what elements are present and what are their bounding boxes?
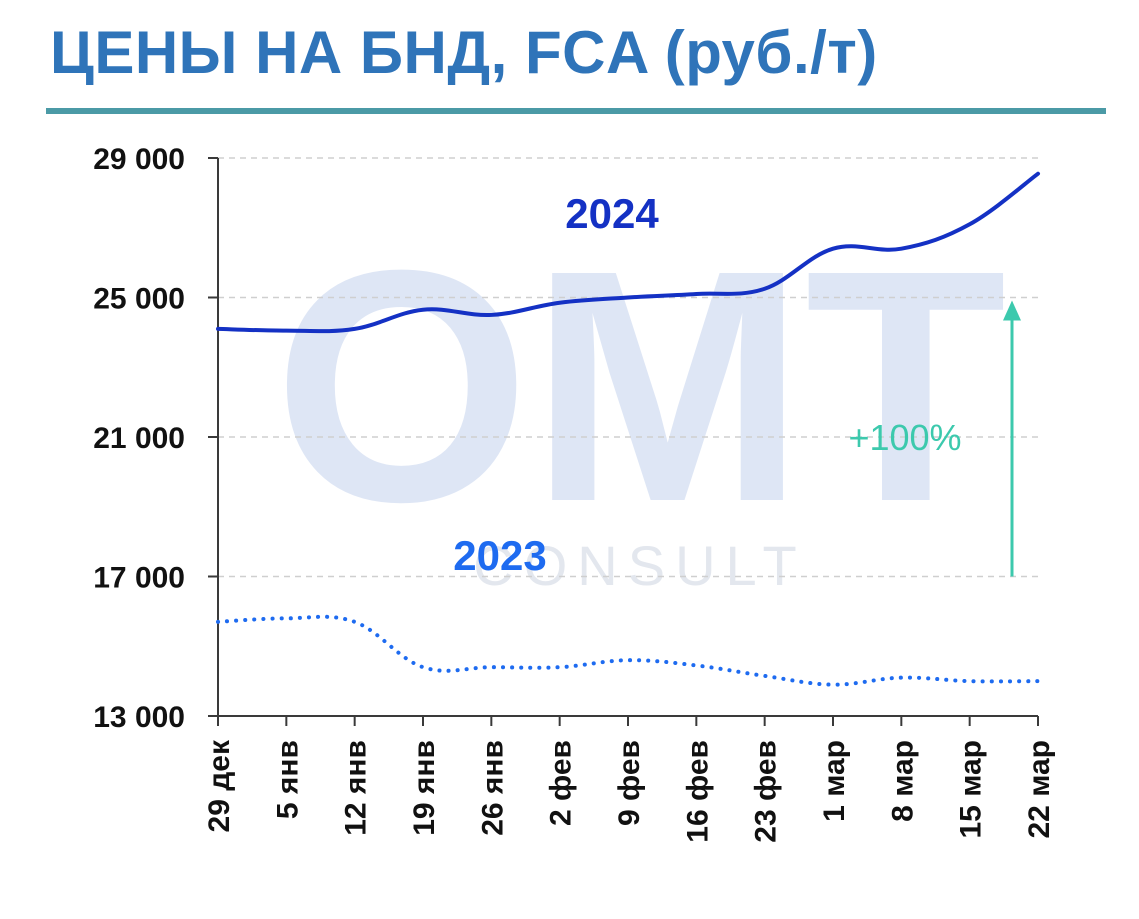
x-tick-label: 26 янв [476, 740, 509, 836]
x-tick-label: 29 дек [203, 739, 236, 832]
growth-annotation: +100% [848, 300, 1021, 577]
annotation-label: +100% [848, 417, 961, 458]
series-label-2024: 2024 [565, 190, 659, 237]
x-tick-label: 5 янв [271, 740, 304, 819]
x-tick-label: 23 фев [750, 740, 783, 843]
y-axis-ticks: 13 000 17 000 21 000 25 000 29 000 [93, 143, 218, 734]
series-lines [216, 171, 1040, 687]
x-tick-label: 22 мар [1023, 740, 1056, 839]
x-tick-label: 8 мар [886, 740, 919, 822]
series-line-2024 [216, 171, 1040, 334]
x-tick-label: 16 фев [681, 740, 714, 843]
y-tick-label: 13 000 [93, 701, 185, 734]
watermark-sub: CONSULT [473, 534, 806, 597]
x-tick-label: 9 фев [613, 740, 646, 826]
y-tick-label: 29 000 [93, 143, 185, 176]
title-divider [46, 108, 1106, 114]
series-labels: 2024 2023 [453, 190, 659, 579]
y-tick-label: 25 000 [93, 283, 185, 316]
arrow-head [1003, 300, 1021, 321]
series-line-2023 [216, 614, 1040, 687]
series-label-2023: 2023 [453, 532, 546, 579]
x-tick-label: 19 янв [408, 740, 441, 836]
x-tick-label: 12 янв [340, 740, 373, 836]
x-tick-label: 2 фев [545, 740, 578, 826]
page-title: ЦЕНЫ НА БНД, FCA (руб./т) [50, 19, 878, 86]
watermark: OMT CONSULT [273, 201, 1006, 597]
y-tick-label: 21 000 [93, 422, 185, 455]
x-axis-ticks: 29 дек 5 янв 12 янв 19 янв 26 янв 2 фев 9 фев 1… [203, 716, 1056, 843]
y-tick-label: 17 000 [93, 562, 185, 595]
x-tick-label: 1 мар [818, 740, 851, 822]
x-tick-label: 15 мар [955, 740, 988, 839]
watermark-letters: OMT [273, 201, 1006, 570]
